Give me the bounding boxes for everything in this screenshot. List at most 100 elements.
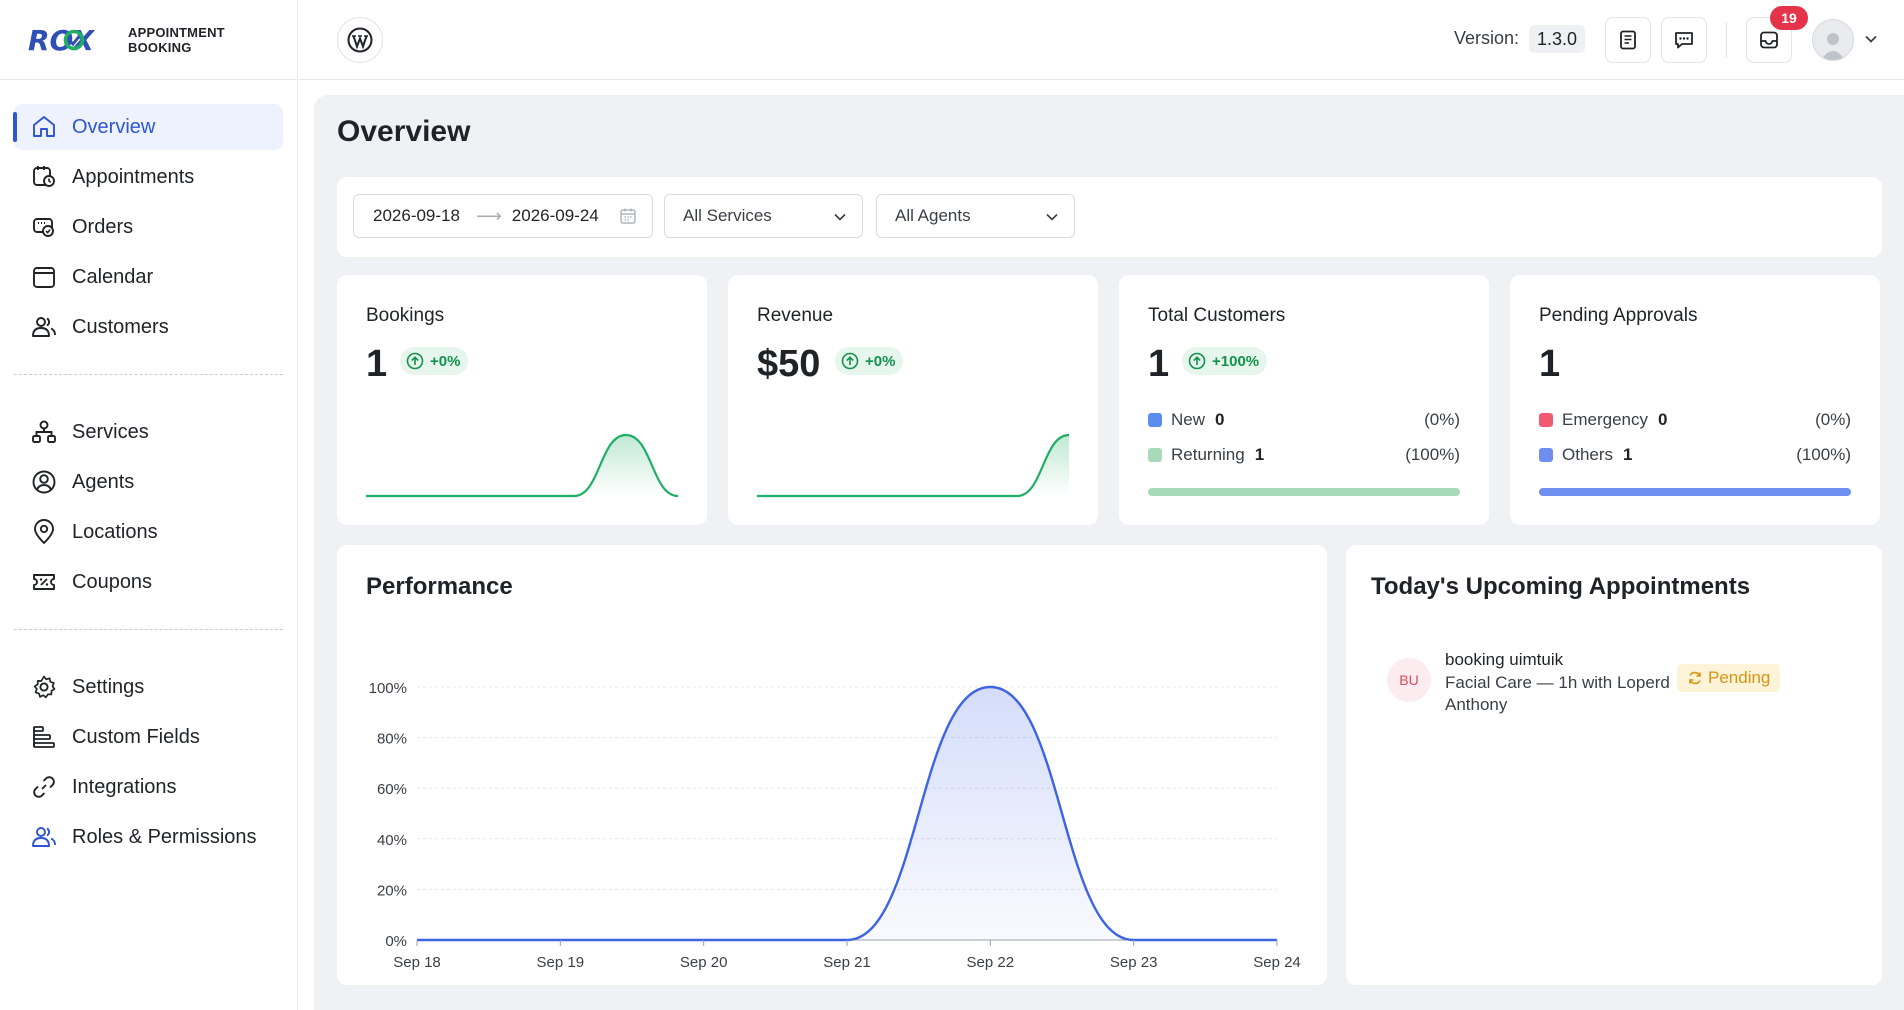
sidebar-item-settings[interactable]: Settings xyxy=(14,664,283,710)
user-avatar[interactable] xyxy=(1812,19,1854,61)
sidebar-item-agents[interactable]: Agents xyxy=(14,459,283,505)
others-row: Others 1 (100%) xyxy=(1539,443,1851,467)
sidebar-nav: Overview Appointments Orders Calendar Custom… xyxy=(0,80,297,860)
revenue-card: Revenue $50 +0% xyxy=(728,275,1098,525)
appointment-item[interactable]: BU booking uimtuik Facial Care — 1h with… xyxy=(1387,650,1857,720)
x-tick-label: Sep 24 xyxy=(1253,954,1301,971)
revenue-change-badge: +0% xyxy=(835,347,904,375)
new-customers-row: New 0 (0%) xyxy=(1148,408,1460,432)
performance-area xyxy=(417,687,1277,940)
version-label: Version: xyxy=(1454,28,1520,48)
gear-icon xyxy=(30,673,58,701)
sidebar-item-integrations[interactable]: Integrations xyxy=(14,764,283,810)
wordpress-icon xyxy=(347,27,373,53)
sidebar-item-appointments[interactable]: Appointments xyxy=(14,154,283,200)
sidebar-item-calendar[interactable]: Calendar xyxy=(14,254,283,300)
chevron-down-icon xyxy=(1046,213,1058,221)
status-badge[interactable]: Pending xyxy=(1677,664,1781,692)
x-tick-label: Sep 18 xyxy=(393,954,441,971)
sparkline-line xyxy=(366,433,678,498)
brand-subtitle: APPOINTMENT BOOKING xyxy=(128,24,225,55)
sidebar-item-label: Agents xyxy=(72,470,135,493)
y-tick-label: 20% xyxy=(377,882,407,899)
page-title: Overview xyxy=(337,115,471,148)
orders-icon xyxy=(30,213,58,241)
chevron-down-icon xyxy=(834,213,846,221)
calendar-icon xyxy=(30,263,58,291)
arrow-up-circle-icon xyxy=(406,352,424,370)
inbox-icon xyxy=(1760,31,1778,49)
date-range-picker[interactable]: 2026-09-18 ⟶ 2026-09-24 xyxy=(353,194,653,238)
revenue-title: Revenue xyxy=(757,305,834,326)
brand-logo[interactable]: ROX APPOINTMENT BOOKING xyxy=(0,0,297,80)
agents-select-value: All Agents xyxy=(895,206,971,225)
y-tick-label: 100% xyxy=(369,680,407,697)
custom-fields-icon xyxy=(30,723,58,751)
book-icon xyxy=(1620,30,1636,50)
support-chat-button[interactable] xyxy=(1661,17,1707,63)
x-tick-label: Sep 23 xyxy=(1110,954,1158,971)
bookings-card: Bookings 1 +0% xyxy=(337,275,707,525)
chevron-down-icon[interactable] xyxy=(1862,30,1880,48)
bookings-change-badge: +0% xyxy=(400,347,469,375)
legend-dot xyxy=(1148,448,1162,462)
performance-line xyxy=(417,685,1277,942)
services-select[interactable]: All Services xyxy=(664,194,863,238)
coupon-icon xyxy=(30,568,58,596)
sidebar-item-services[interactable]: Services xyxy=(14,409,283,455)
services-icon xyxy=(30,418,58,446)
customers-progress-bar xyxy=(1148,488,1460,496)
sidebar-item-coupons[interactable]: Coupons xyxy=(14,559,283,605)
appointment-description: Facial Care — 1h with Loperd Anthony xyxy=(1445,673,1670,714)
user-icon xyxy=(1821,33,1845,60)
sidebar-item-label: Services xyxy=(72,420,149,443)
sidebar-item-custom-fields[interactable]: Custom Fields xyxy=(14,714,283,760)
docs-button[interactable] xyxy=(1605,17,1651,63)
filter-bar: 2026-09-18 ⟶ 2026-09-24 All Services All… xyxy=(337,177,1882,257)
upcoming-appointments-card: Today's Upcoming Appointments BU booking… xyxy=(1346,545,1882,985)
wordpress-button[interactable] xyxy=(337,17,383,63)
legend-dot xyxy=(1539,413,1553,427)
y-tick-label: 40% xyxy=(377,832,407,849)
performance-card: Performance 0% 20% 40% 60% 80% 100% Sep 18 Sep … xyxy=(337,545,1327,985)
svg-text:ROX: ROX xyxy=(28,27,95,53)
sidebar-item-customers[interactable]: Customers xyxy=(14,304,283,350)
notification-badge: 19 xyxy=(1770,6,1808,30)
legend-dot xyxy=(1539,448,1553,462)
sidebar-item-locations[interactable]: Locations xyxy=(14,509,283,555)
pending-approvals-card: Pending Approvals 1 Emergency 0 (0%) Oth… xyxy=(1510,275,1880,525)
sidebar-item-label: Roles & Permissions xyxy=(72,825,257,848)
rox-logo-icon: ROX xyxy=(28,27,95,53)
y-tick-label: 0% xyxy=(385,933,407,950)
customers-change-badge: +100% xyxy=(1182,347,1268,375)
x-tick-label: Sep 20 xyxy=(680,954,728,971)
sidebar-divider xyxy=(14,374,283,375)
sparkline-line xyxy=(757,433,1069,498)
arrow-up-circle-icon xyxy=(841,352,859,370)
sidebar-item-label: Coupons xyxy=(72,570,153,593)
bookings-value: 1 xyxy=(366,343,388,385)
sidebar-item-label: Locations xyxy=(72,520,158,543)
y-tick-label: 80% xyxy=(377,731,407,748)
pending-progress-fill xyxy=(1539,488,1851,496)
appointment-name: booking uimtuik xyxy=(1445,650,1564,669)
sidebar: ROX APPOINTMENT BOOKING Overview Appointm… xyxy=(0,0,298,1010)
x-tick-label: Sep 22 xyxy=(967,954,1015,971)
sidebar-item-orders[interactable]: Orders xyxy=(14,204,283,250)
main-content: Overview 2026-09-18 ⟶ 2026-09-24 All Ser… xyxy=(314,95,1904,1010)
agents-select[interactable]: All Agents xyxy=(876,194,1075,238)
sidebar-item-label: Orders xyxy=(72,215,134,238)
sidebar-item-overview[interactable]: Overview xyxy=(13,104,283,150)
y-tick-label: 60% xyxy=(377,781,407,798)
arrow-up-circle-icon xyxy=(1188,352,1206,370)
sidebar-item-roles-permissions[interactable]: Roles & Permissions xyxy=(14,814,283,860)
customers-title: Total Customers xyxy=(1148,305,1286,326)
returning-customers-row: Returning 1 (100%) xyxy=(1148,443,1460,467)
calendar-icon xyxy=(620,208,636,224)
customers-card: Total Customers 1 +100% New 0 (0%) Retur… xyxy=(1119,275,1489,525)
agents-icon xyxy=(30,468,58,496)
sidebar-item-label: Calendar xyxy=(72,265,154,288)
performance-title: Performance xyxy=(366,573,513,600)
location-pin-icon xyxy=(30,518,58,546)
legend-dot xyxy=(1148,413,1162,427)
